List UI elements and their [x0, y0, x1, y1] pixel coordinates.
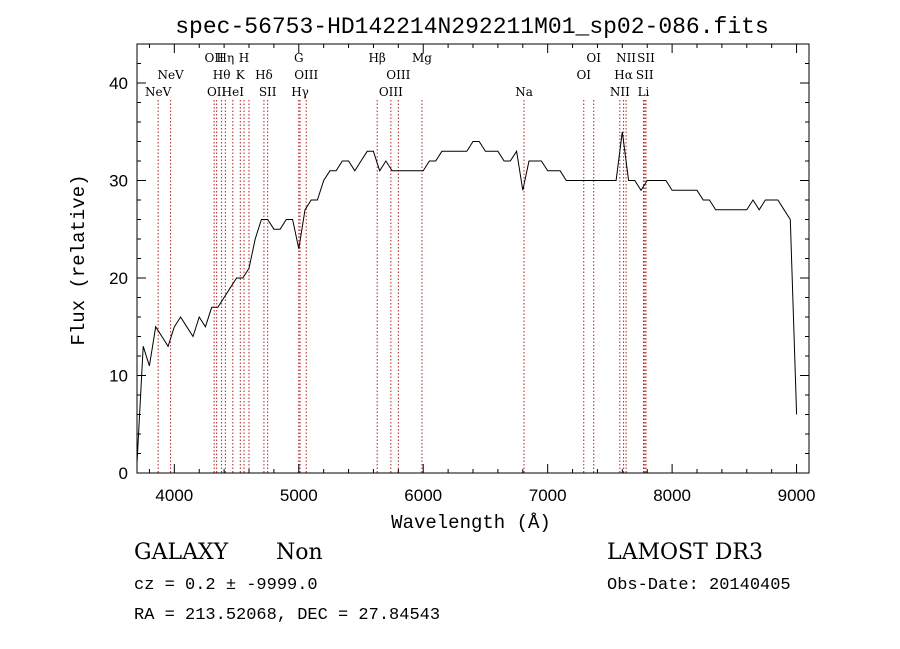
line-label-23: Hα: [614, 68, 633, 82]
x-tick-label-1: 5000: [280, 486, 318, 505]
redshift-info: cz = 0.2 ± -9999.0: [134, 576, 318, 595]
x-tick-label-4: 8000: [653, 486, 691, 505]
line-label-4: Hθ: [213, 68, 231, 82]
line-label-3: OII: [207, 85, 227, 99]
line-label-21: OI: [586, 51, 601, 65]
observation-date: Obs-Date: 20140405: [607, 576, 791, 595]
line-label-11: SII: [259, 85, 277, 99]
line-label-26: SII: [636, 68, 654, 82]
coordinates-info: RA = 213.52068, DEC = 27.84543: [134, 606, 440, 625]
line-label-8: H: [239, 51, 249, 65]
survey-name: LAMOST DR3: [607, 540, 763, 565]
y-axis-label: Flux (relative): [68, 174, 90, 345]
y-tick-label-2: 20: [109, 269, 128, 288]
x-tick-label-0: 4000: [155, 486, 193, 505]
y-tick-label-4: 40: [109, 74, 128, 93]
line-label-16: OIII: [379, 85, 403, 99]
line-label-19: Na: [515, 85, 533, 99]
line-label-14: OIII: [294, 68, 318, 82]
x-axis: 4000 5000 6000 7000 8000 9000: [148, 44, 816, 505]
line-label-17: OIII: [386, 68, 410, 82]
emission-line-markers: [157, 100, 647, 473]
spectrum-series-line: [136, 131, 798, 464]
line-label-25: Li: [638, 85, 650, 99]
line-label-24: NII: [616, 51, 636, 65]
line-label-5: Hη: [217, 51, 235, 65]
y-axis: 0 10 20 30 40: [109, 63, 809, 483]
chart-title: spec-56753-HD142214N292211M01_sp02-086.f…: [175, 14, 769, 40]
line-label-1: NeV: [157, 68, 184, 82]
emission-line-labels: NeVNeVOIIOIIHθHηHeIKHHδSIIGHγOIIIHβOIIIO…: [145, 51, 655, 99]
line-label-27: SII: [637, 51, 655, 65]
object-subclass: Non: [276, 540, 323, 565]
object-class: GALAXY: [134, 540, 229, 565]
x-tick-label-5: 9000: [778, 486, 816, 505]
line-label-2: OII: [204, 51, 224, 65]
line-label-7: K: [236, 68, 246, 82]
line-label-20: OI: [576, 68, 591, 82]
x-axis-label: Wavelength (Å): [391, 512, 551, 534]
line-label-10: Hδ: [255, 68, 273, 82]
line-label-6: HeI: [222, 85, 245, 99]
line-label-0: NeV: [145, 85, 172, 99]
line-label-13: Hγ: [291, 85, 309, 99]
plot-frame: [136, 43, 810, 474]
y-tick-label-0: 0: [119, 464, 128, 483]
x-tick-label-2: 6000: [404, 486, 442, 505]
y-tick-label-3: 30: [109, 172, 128, 191]
line-label-12: G: [294, 51, 304, 65]
line-label-15: Hβ: [368, 51, 385, 65]
line-label-18: Mg: [412, 51, 432, 65]
x-tick-label-3: 7000: [529, 486, 567, 505]
y-tick-label-1: 10: [109, 367, 128, 386]
line-label-22: NII: [610, 85, 630, 99]
